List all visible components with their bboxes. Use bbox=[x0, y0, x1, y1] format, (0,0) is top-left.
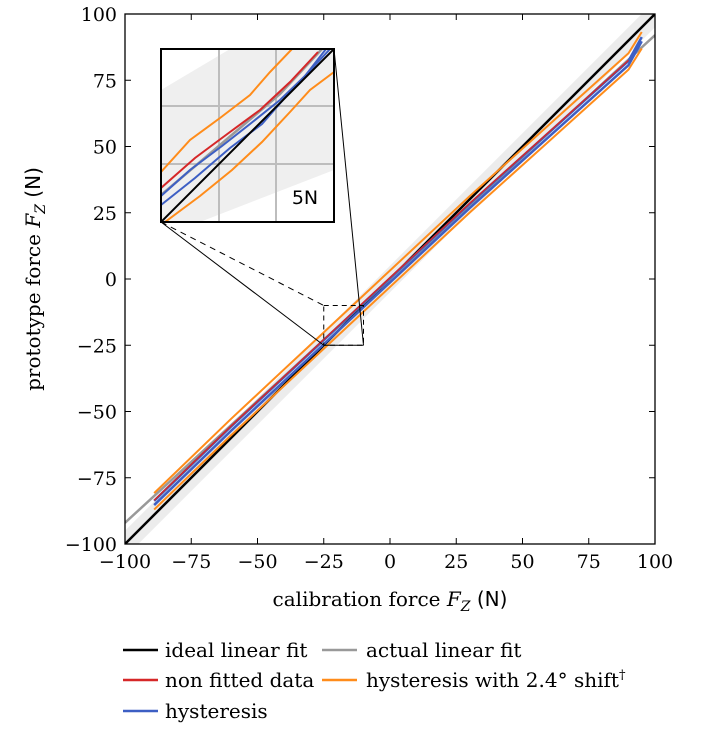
x-tick-label: 0 bbox=[384, 551, 396, 573]
x-tick-label: 100 bbox=[637, 551, 673, 573]
series-line-hysteresis-shift-upper bbox=[153, 31, 643, 494]
y-tick-label: 0 bbox=[105, 269, 117, 291]
zoom-connector-right bbox=[333, 48, 364, 346]
x-tick-label: −50 bbox=[237, 551, 277, 573]
zoom-connector-dashed bbox=[160, 221, 324, 306]
inset-hysteresis-shift-upper bbox=[161, 49, 293, 173]
y-tick-label: −25 bbox=[77, 335, 117, 357]
y-tick-label: 100 bbox=[81, 4, 117, 26]
series-line-non-fitted-data bbox=[153, 59, 630, 501]
plot-area bbox=[125, 14, 655, 544]
zoom-connector-left bbox=[160, 221, 325, 346]
inset-hysteresis-b bbox=[161, 49, 331, 206]
inset-scale-label: 5N bbox=[292, 187, 318, 209]
x-tick-label: 50 bbox=[510, 551, 534, 573]
legend-label-non-fitted-data: non fitted data bbox=[165, 668, 314, 692]
y-tick-label: 50 bbox=[93, 137, 117, 159]
y-tick-label: 75 bbox=[93, 70, 117, 92]
y-tick-label: −75 bbox=[77, 468, 117, 490]
legend: ideal linear fit actual linear fit non f… bbox=[123, 638, 626, 723]
x-tick-label: 25 bbox=[444, 551, 468, 573]
y-tick-label: −100 bbox=[65, 534, 117, 556]
inset-non-fitted bbox=[161, 51, 319, 189]
x-axis-label: calibration force FZ (N) bbox=[273, 587, 508, 615]
x-tick-label: −25 bbox=[304, 551, 344, 573]
x-tick-label: −75 bbox=[171, 551, 211, 573]
y-tick-label: 25 bbox=[93, 203, 117, 225]
legend-label-hysteresis: hysteresis bbox=[165, 699, 268, 723]
zoom-region bbox=[160, 48, 364, 346]
x-axis: −100 −75 −50 −25 0 25 50 75 100 bbox=[99, 14, 673, 573]
inset-frame bbox=[160, 48, 335, 223]
inset-hysteresis-shift-lower bbox=[164, 71, 334, 222]
legend-label-actual-linear-fit: actual linear fit bbox=[366, 638, 521, 662]
x-tick-label: 75 bbox=[577, 551, 601, 573]
series-line-hysteresis-shift-lower bbox=[153, 47, 643, 511]
inset-ideal-fit bbox=[161, 49, 334, 222]
zoom-inset: 5N bbox=[160, 48, 335, 223]
y-tick-label: −50 bbox=[77, 402, 117, 424]
legend-label-ideal-linear-fit: ideal linear fit bbox=[165, 638, 307, 662]
y-axis-label: prototype force FZ (N) bbox=[21, 167, 49, 391]
legend-label-hysteresis-shift: hysteresis with 2.4° shift† bbox=[366, 668, 626, 692]
series-line-hysteresis-b bbox=[153, 40, 643, 506]
x-tick-label: −100 bbox=[99, 551, 151, 573]
y-axis: −100 −75 −50 −25 0 25 50 75 100 bbox=[65, 4, 655, 556]
